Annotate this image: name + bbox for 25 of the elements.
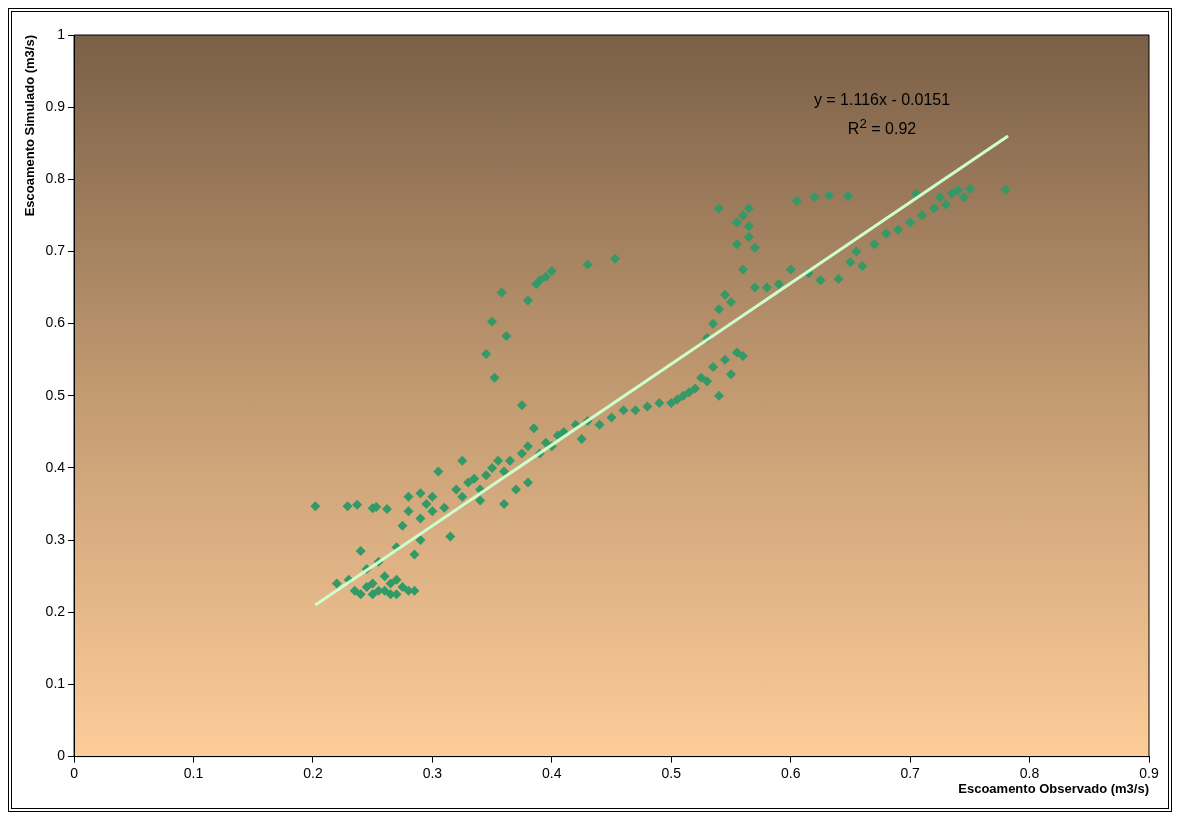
annotation: R$^{2}$ = 0.92 <box>846 115 918 140</box>
x-tick-label: 0.5 <box>661 764 682 781</box>
x-tick-label: 0.6 <box>780 764 801 781</box>
y-tick-label: 0.3 <box>45 530 66 547</box>
x-tick-label: 0.2 <box>303 764 323 781</box>
y-tick-label: 0 <box>57 747 66 764</box>
y-tick-label: 0.6 <box>45 314 66 331</box>
x-axis-title: Escoamento Observado (m3/s) <box>958 780 1149 796</box>
y-tick-label: 0.2 <box>45 603 66 620</box>
x-tick-label: 0.3 <box>422 764 443 781</box>
y-axis-title: Escoamento Simulado (m3/s) <box>22 35 38 217</box>
y-tick-label: 0.8 <box>45 170 66 187</box>
y-tick-label: 0.1 <box>45 675 66 692</box>
x-tick-label: 0.1 <box>183 764 204 781</box>
x-tick-label: 0 <box>70 764 79 781</box>
x-tick-label: 0.8 <box>1019 764 1040 781</box>
y-tick-label: 1 <box>57 25 66 42</box>
y-tick-label: 0.5 <box>45 386 66 403</box>
y-tick-label: 0.7 <box>45 242 66 259</box>
x-tick-label: 0.7 <box>900 764 921 781</box>
y-tick-label: 0.4 <box>45 458 66 475</box>
x-tick-label: 0.9 <box>1139 764 1159 781</box>
annotation: y = 1.116x - 0.0151 <box>812 90 952 110</box>
x-tick-label: 0.4 <box>542 764 562 781</box>
y-tick-label: 0.9 <box>45 98 66 115</box>
